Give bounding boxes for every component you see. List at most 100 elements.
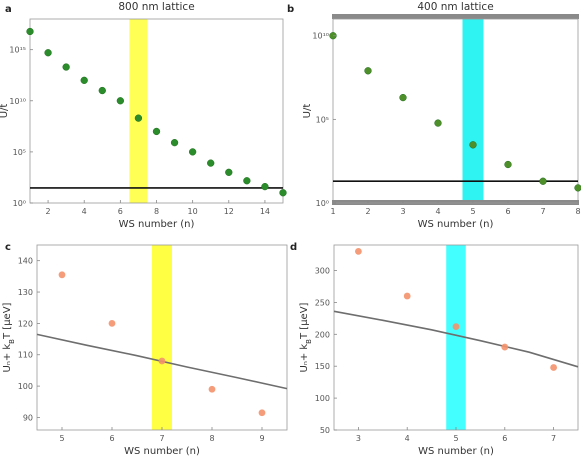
x-tick-label: 3 [400, 207, 405, 216]
y-tick-label: 90 [23, 413, 33, 422]
y-tick-label: 10⁰ [13, 199, 26, 208]
data-point [188, 148, 197, 156]
chart-title: 800 nm lattice [118, 1, 194, 13]
data-point [44, 49, 52, 57]
y-tick-label: 10¹⁰ [312, 32, 329, 41]
panel-b: b 1 2 3 4 5 6 7 8 10⁰ 10⁵ 10¹⁰ 400 nm lattice WS numb… [287, 1, 581, 230]
plot-frame [29, 18, 284, 204]
panel-letter: d [290, 242, 297, 253]
y-tick-label: 10⁵ [13, 148, 26, 157]
data-point [152, 127, 161, 136]
x-tick-label: 5 [59, 434, 64, 443]
model-curve [333, 310, 579, 368]
panel-c: c 5 6 7 8 9 90 100 110 120 130 140 WS number (n) Uₙ+ … [2, 242, 288, 457]
x-tick-label: 14 [260, 207, 270, 216]
data-point [364, 67, 372, 75]
y-axis-label: Uₙ+ kBT [μeV] [299, 302, 313, 372]
data-point [207, 159, 215, 167]
y-tick-label: 200 [315, 330, 330, 339]
y-tick-label: 10⁰ [316, 199, 329, 208]
x-tick-label: 6 [118, 207, 123, 216]
highlight-band [152, 245, 172, 430]
x-tick-label: 5 [470, 207, 475, 216]
data-point [116, 97, 125, 105]
x-tick-label: 12 [224, 207, 234, 216]
x-axis-label: WS number (n) [119, 219, 195, 230]
x-axis-label: WS number (n) [418, 446, 494, 457]
data-point [434, 119, 442, 127]
data-point [399, 93, 407, 102]
y-axis-label: Uₙ+ kBT [μeV] [2, 302, 16, 372]
y-tick-label: 50 [320, 426, 330, 435]
x-tick-label: 8 [154, 207, 159, 216]
data-point [62, 63, 70, 71]
y-tick-label: 10¹⁵ [9, 46, 26, 55]
data-point [134, 114, 143, 122]
x-axis-label: WS number (n) [124, 446, 200, 457]
data-point [355, 247, 362, 255]
panel-d: d 3 4 5 6 7 50 100 150 200 250 300 WS number (n) Uₙ+ … [290, 242, 579, 457]
x-tick-label: 6 [109, 434, 114, 443]
data-point [574, 184, 581, 192]
data-point [26, 27, 34, 36]
x-tick-label: 8 [209, 434, 214, 443]
highlight-band [129, 19, 148, 203]
x-axis-label: WS number (n) [418, 219, 494, 230]
y-tick-label: 250 [315, 298, 330, 307]
top-bar [332, 14, 579, 19]
data-point [170, 139, 179, 147]
panel-letter: b [287, 4, 294, 15]
plot-frame [332, 18, 579, 204]
y-axis-label: U/t [0, 104, 10, 119]
y-tick-label: 100 [18, 382, 33, 391]
y-tick-label: 130 [18, 288, 33, 297]
x-tick-label: 7 [159, 434, 164, 443]
highlight-band [446, 245, 466, 430]
y-tick-label: 300 [315, 267, 330, 276]
x-tick-label: 9 [259, 434, 264, 443]
x-tick-label: 4 [435, 207, 440, 216]
bottom-bar [332, 200, 579, 205]
x-tick-label: 4 [82, 207, 87, 216]
data-point [258, 409, 266, 417]
y-axis-label: U/t [302, 104, 313, 119]
data-point [158, 357, 166, 365]
y-tick-label: 150 [315, 362, 330, 371]
data-point [452, 323, 460, 331]
x-tick-label: 2 [46, 207, 51, 216]
x-tick-label: 6 [502, 434, 507, 443]
x-tick-label: 6 [505, 207, 510, 216]
data-point [504, 160, 512, 169]
y-tick-label: 10¹⁰ [9, 97, 26, 106]
y-tick-label: 120 [18, 319, 33, 328]
x-tick-label: 3 [356, 434, 361, 443]
data-point [98, 86, 106, 95]
data-point [58, 271, 66, 279]
x-tick-label: 1 [330, 207, 335, 216]
data-point [539, 177, 547, 185]
x-tick-label: 8 [575, 207, 580, 216]
x-tick-label: 7 [551, 434, 556, 443]
y-tick-label: 10⁵ [316, 115, 329, 124]
highlight-band [462, 19, 484, 203]
x-tick-label: 5 [453, 434, 458, 443]
data-point [108, 319, 116, 327]
y-tick-label: 140 [18, 257, 33, 266]
data-point [279, 189, 287, 197]
data-point [469, 141, 477, 149]
panel-letter: a [5, 4, 12, 15]
data-point [80, 76, 88, 84]
data-point [501, 343, 509, 351]
data-point [225, 168, 233, 176]
data-point [550, 364, 557, 371]
data-point [243, 177, 251, 185]
x-tick-label: 2 [365, 207, 370, 216]
data-point [208, 385, 216, 393]
data-point [403, 292, 411, 300]
chart-title: 400 nm lattice [417, 1, 493, 13]
x-tick-label: 10 [188, 207, 198, 216]
y-tick-label: 100 [315, 394, 330, 403]
y-tick-label: 110 [18, 351, 33, 360]
x-tick-label: 4 [405, 434, 410, 443]
